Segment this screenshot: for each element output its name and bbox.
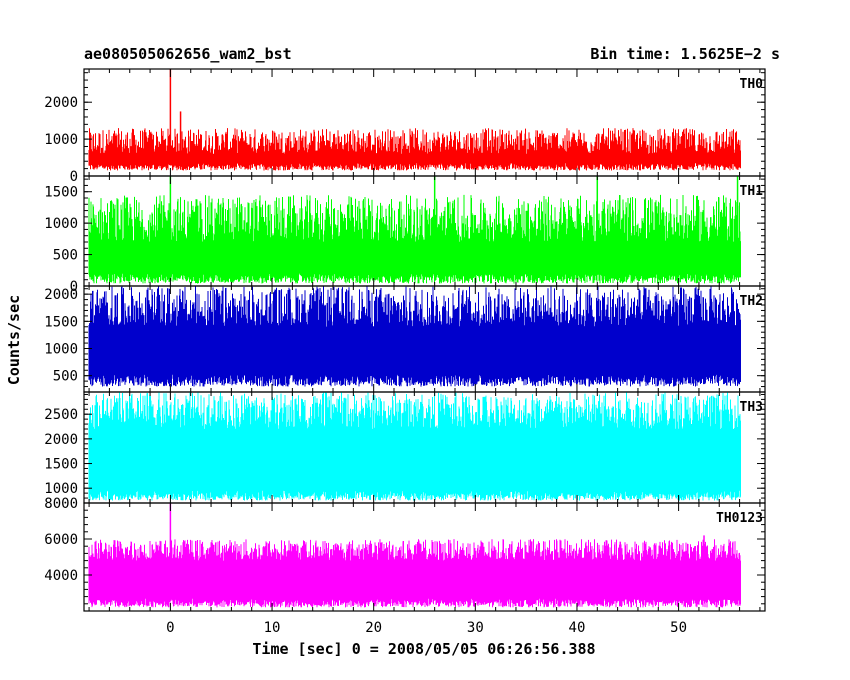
- y-tick-label: 2000: [44, 287, 78, 303]
- panel-label-th0: TH0: [740, 77, 764, 92]
- series-th0: [88, 128, 741, 171]
- y-tick-label: 1000: [44, 342, 78, 358]
- y-tick-label: 1500: [44, 457, 78, 473]
- chart-title: ae080505062656_wam2_bst: [84, 45, 292, 63]
- bin-time-label: Bin time: 1.5625E−2 s: [590, 45, 780, 63]
- y-tick-label: 6000: [44, 532, 78, 548]
- y-tick-label: 1000: [44, 132, 78, 148]
- x-axis-label: Time [sec] 0 = 2008/05/05 06:26:56.388: [252, 640, 595, 658]
- y-tick-label: 500: [53, 248, 78, 264]
- y-axis-label: Counts/sec: [5, 295, 23, 385]
- y-tick-label: 1500: [44, 185, 78, 201]
- panel-frame-th0123: [83, 502, 766, 612]
- y-tick-label: 0: [70, 169, 78, 185]
- y-tick-label: 1500: [44, 314, 78, 330]
- panel-label-th0123: TH0123: [716, 511, 763, 526]
- y-tick-label: 500: [53, 369, 78, 385]
- y-tick-label: 2500: [44, 407, 78, 423]
- y-tick-label: 2000: [44, 95, 78, 111]
- y-tick-label: 2000: [44, 432, 78, 448]
- y-tick-label: 4000: [44, 568, 78, 584]
- series-th3: [88, 392, 741, 501]
- panel-label-th3: TH3: [740, 400, 763, 415]
- y-tick-label: 0: [70, 279, 78, 295]
- x-tick-label: 50: [670, 620, 687, 636]
- x-tick-label: 10: [264, 620, 281, 636]
- x-tick-label: 40: [569, 620, 586, 636]
- x-tick-label: 0: [166, 620, 174, 636]
- x-tick-label: 20: [365, 620, 382, 636]
- y-tick-label: 1000: [44, 216, 78, 232]
- panel-label-th1: TH1: [740, 184, 764, 199]
- panel-label-th2: TH2: [740, 294, 763, 309]
- y-tick-label: 8000: [44, 496, 78, 512]
- series-th0123: [88, 539, 741, 608]
- series-th2: [88, 286, 741, 387]
- y-tick-label: 1000: [44, 481, 78, 497]
- x-tick-label: 30: [467, 620, 484, 636]
- series-th1: [88, 194, 741, 284]
